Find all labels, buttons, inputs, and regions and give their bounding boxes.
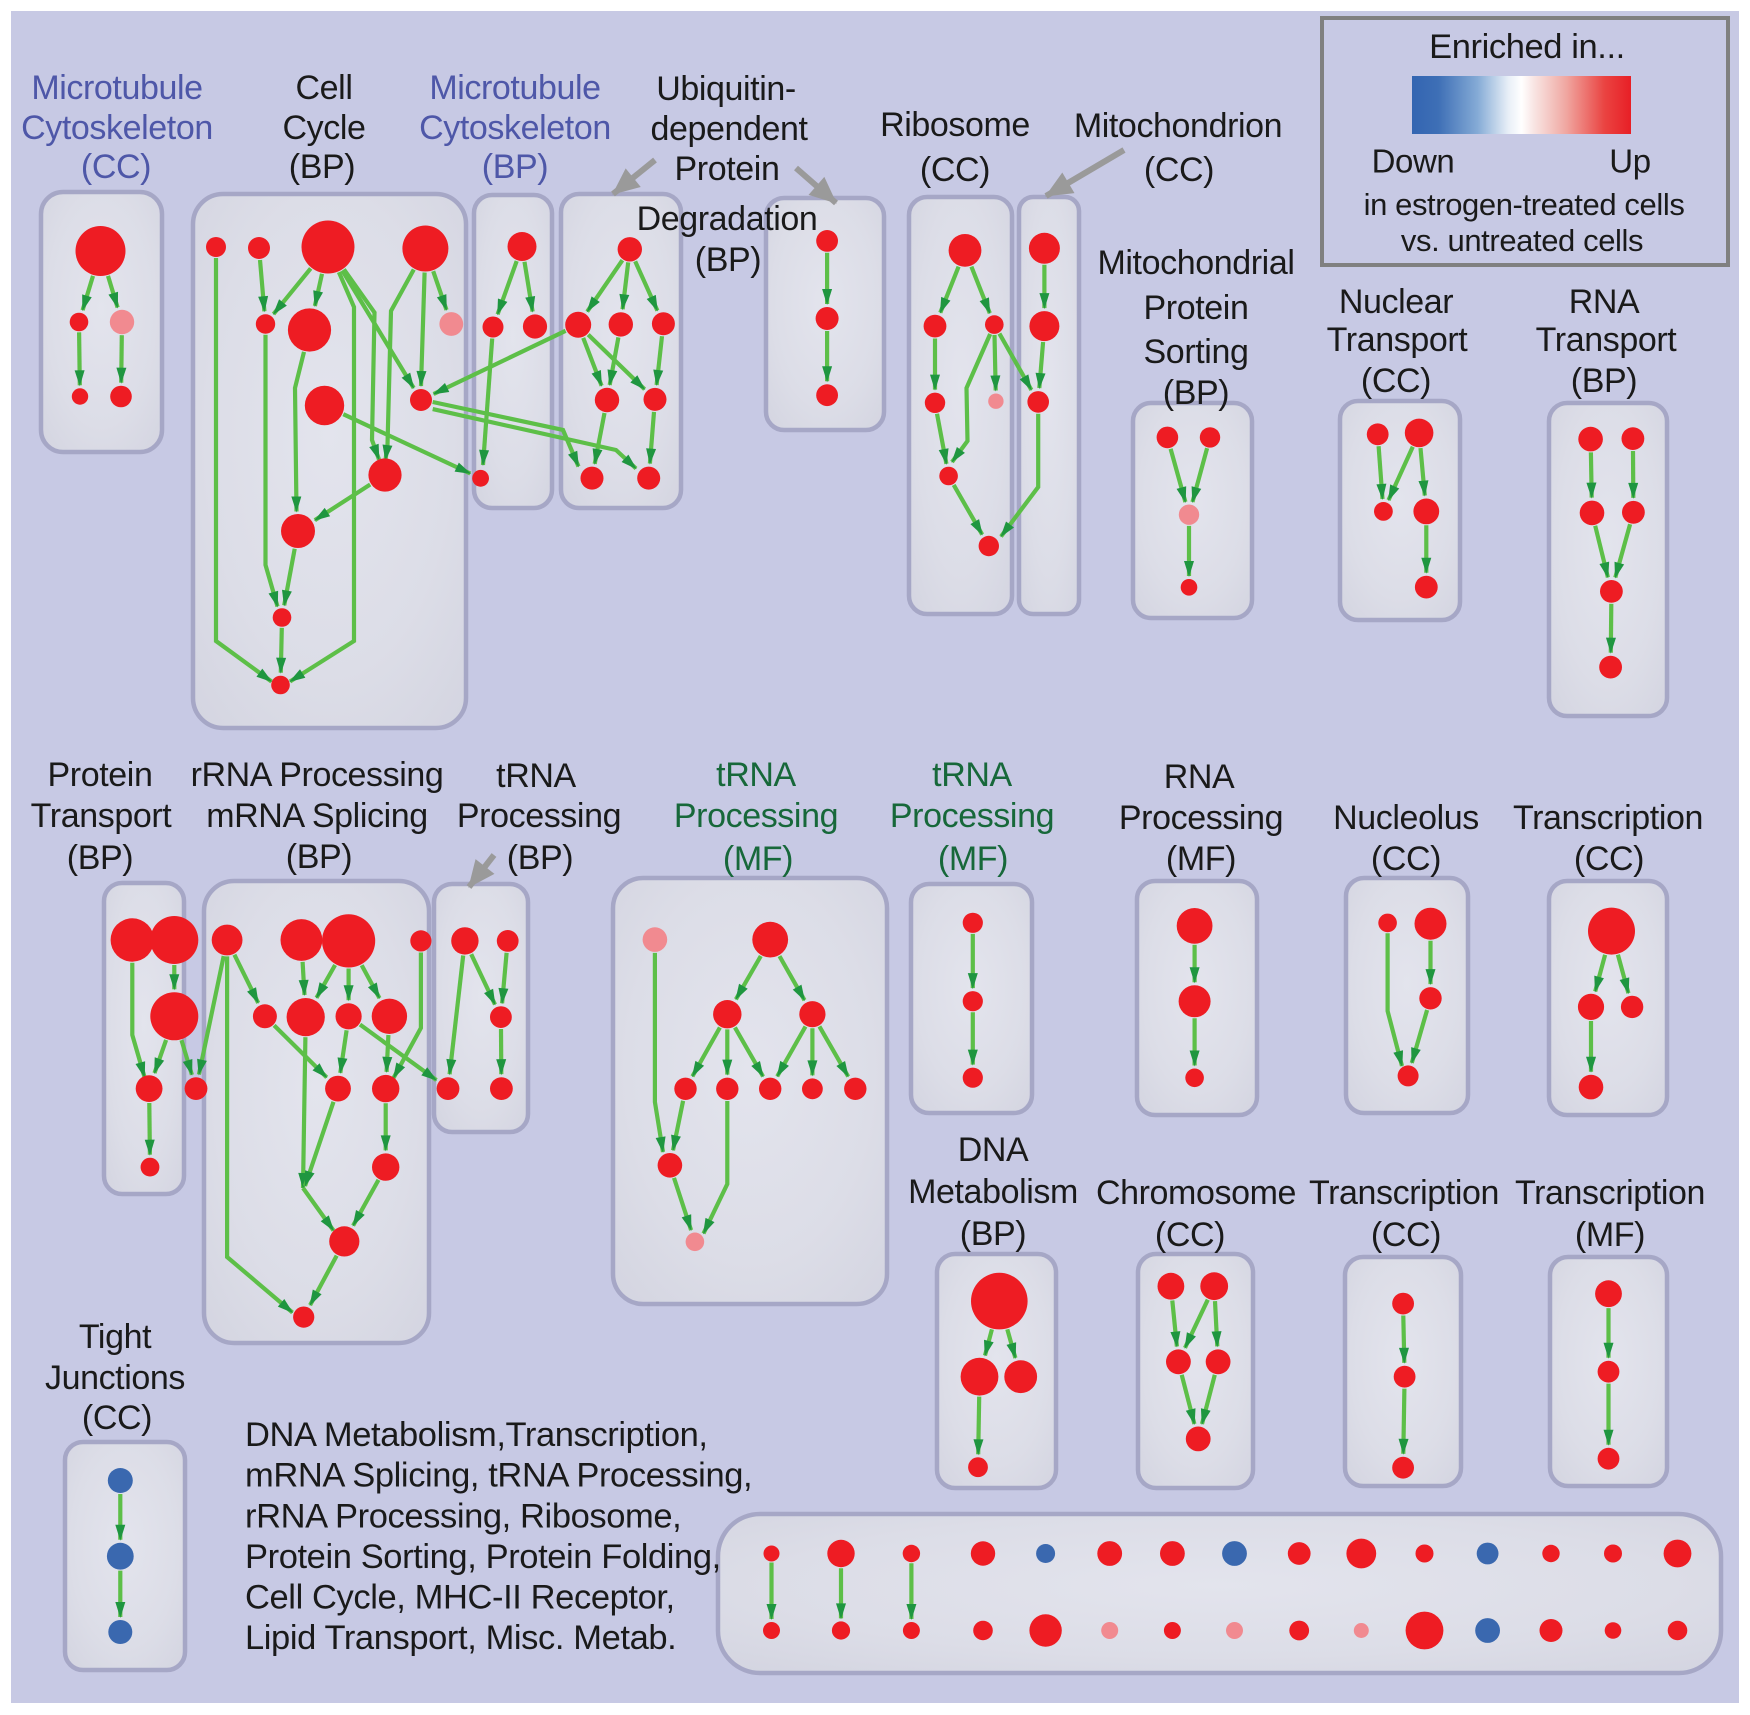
svg-text:(CC): (CC): [1361, 362, 1431, 400]
svg-text:(MF): (MF): [938, 840, 1008, 878]
svg-text:dependent: dependent: [650, 110, 808, 148]
svg-text:Sorting: Sorting: [1144, 333, 1249, 371]
svg-text:Cytoskeleton: Cytoskeleton: [419, 109, 611, 147]
svg-text:Junctions: Junctions: [45, 1359, 185, 1397]
svg-text:Transcription: Transcription: [1513, 799, 1703, 837]
svg-text:Transport: Transport: [1327, 321, 1469, 359]
svg-text:Chromosome: Chromosome: [1096, 1174, 1296, 1212]
svg-text:(CC): (CC): [82, 1399, 152, 1437]
svg-text:Cell Cycle, MHC-II Receptor,: Cell Cycle, MHC-II Receptor,: [245, 1579, 675, 1617]
svg-text:Protein: Protein: [1144, 289, 1249, 327]
svg-text:Nucleolus: Nucleolus: [1333, 799, 1479, 837]
svg-text:(CC): (CC): [1574, 840, 1644, 878]
svg-text:Protein Sorting, Protein Foldi: Protein Sorting, Protein Folding,: [245, 1538, 721, 1576]
svg-text:(BP): (BP): [289, 148, 355, 186]
svg-text:RNA: RNA: [1164, 758, 1235, 796]
svg-text:Transcription: Transcription: [1309, 1174, 1499, 1212]
svg-text:(MF): (MF): [1575, 1216, 1645, 1254]
svg-text:Protein: Protein: [48, 756, 153, 794]
svg-text:(BP): (BP): [482, 148, 548, 186]
svg-text:tRNA: tRNA: [716, 756, 796, 794]
svg-text:Nuclear: Nuclear: [1339, 283, 1453, 321]
svg-text:(CC): (CC): [1155, 1216, 1225, 1254]
svg-text:(BP): (BP): [286, 838, 352, 876]
svg-text:rRNA Processing: rRNA Processing: [191, 756, 444, 794]
svg-text:Mitochondrial: Mitochondrial: [1097, 244, 1294, 282]
svg-text:Protein: Protein: [675, 150, 780, 188]
svg-text:mRNA Splicing: mRNA Splicing: [206, 797, 428, 835]
svg-text:DNA Metabolism,Transcription,: DNA Metabolism,Transcription,: [245, 1416, 708, 1454]
svg-text:Microtubule: Microtubule: [31, 69, 202, 107]
svg-text:(BP): (BP): [1163, 374, 1229, 412]
svg-text:Processing: Processing: [1119, 799, 1283, 837]
svg-text:(BP): (BP): [960, 1215, 1026, 1253]
svg-text:Ubiquitin-: Ubiquitin-: [656, 70, 796, 108]
svg-text:Processing: Processing: [457, 797, 621, 835]
svg-text:(CC): (CC): [1371, 1216, 1441, 1254]
svg-text:Metabolism: Metabolism: [908, 1173, 1078, 1211]
svg-text:(CC): (CC): [1371, 840, 1441, 878]
svg-text:Transport: Transport: [31, 797, 173, 835]
svg-text:Microtubule: Microtubule: [429, 69, 600, 107]
svg-text:Up: Up: [1609, 143, 1650, 180]
svg-text:Cycle: Cycle: [282, 109, 365, 147]
svg-text:Enriched in...: Enriched in...: [1429, 28, 1625, 66]
svg-text:(BP): (BP): [1571, 362, 1637, 400]
svg-text:Ribosome: Ribosome: [880, 106, 1030, 144]
svg-text:(MF): (MF): [723, 840, 793, 878]
svg-text:in estrogen-treated cells: in estrogen-treated cells: [1364, 187, 1685, 222]
svg-text:DNA: DNA: [958, 1131, 1029, 1169]
svg-text:Cell: Cell: [296, 69, 353, 107]
svg-text:tRNA: tRNA: [932, 756, 1012, 794]
svg-text:(BP): (BP): [695, 241, 761, 279]
svg-text:(CC): (CC): [1144, 151, 1214, 189]
svg-text:Degradation: Degradation: [637, 200, 818, 238]
svg-text:(MF): (MF): [1166, 840, 1236, 878]
svg-text:Transport: Transport: [1536, 321, 1678, 359]
svg-text:mRNA Splicing, tRNA Processing: mRNA Splicing, tRNA Processing,: [245, 1457, 752, 1495]
svg-text:Mitochondrion: Mitochondrion: [1074, 107, 1282, 145]
svg-text:Cytoskeleton: Cytoskeleton: [21, 109, 213, 147]
svg-text:(CC): (CC): [81, 148, 151, 186]
svg-text:Processing: Processing: [674, 797, 838, 835]
svg-text:RNA: RNA: [1569, 283, 1640, 321]
svg-text:rRNA Processing, Ribosome,: rRNA Processing, Ribosome,: [245, 1497, 681, 1535]
svg-text:Lipid Transport, Misc. Metab.: Lipid Transport, Misc. Metab.: [245, 1619, 676, 1657]
svg-text:(BP): (BP): [67, 839, 133, 877]
svg-text:vs. untreated cells: vs. untreated cells: [1401, 223, 1643, 258]
svg-text:(BP): (BP): [507, 839, 573, 877]
svg-text:Down: Down: [1372, 143, 1455, 180]
svg-text:Processing: Processing: [890, 797, 1054, 835]
svg-text:tRNA: tRNA: [496, 757, 576, 795]
svg-text:Tight: Tight: [79, 1318, 152, 1356]
svg-text:(CC): (CC): [920, 151, 990, 189]
svg-text:Transcription: Transcription: [1515, 1174, 1705, 1212]
